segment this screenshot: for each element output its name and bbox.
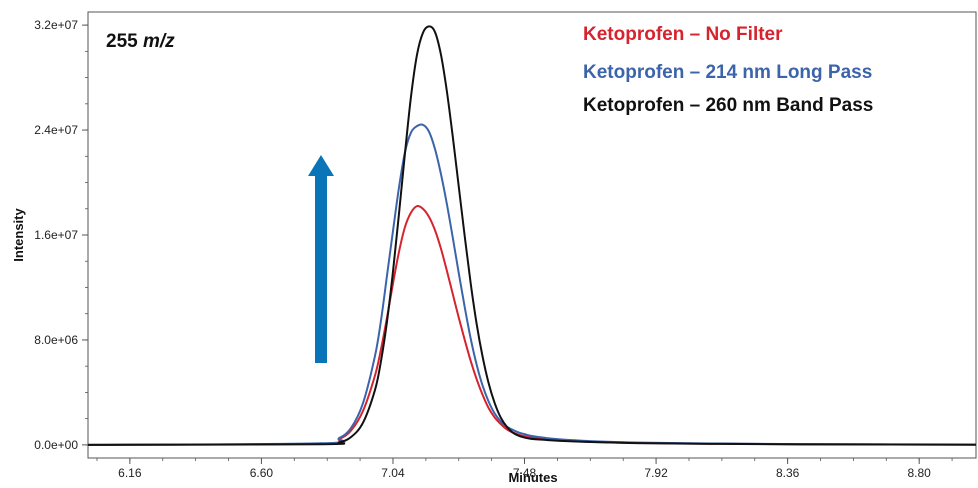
y-axis-title: Intensity bbox=[11, 208, 26, 262]
mz-value: 255 bbox=[106, 31, 138, 52]
x-tick-label: 8.80 bbox=[908, 466, 932, 480]
x-tick-label: 7.48 bbox=[513, 466, 537, 480]
y-axis-ticks: 0.0e+00 8.0e+06 1.6e+07 2.4e+07 3.2e+07 bbox=[34, 18, 88, 452]
legend: Ketoprofen – No Filter Ketoprofen – 214 … bbox=[583, 24, 873, 116]
series-line-214nm-long-pass bbox=[87, 123, 977, 446]
x-tick-label: 6.60 bbox=[250, 466, 274, 480]
y-tick-label: 0.0e+00 bbox=[34, 438, 78, 452]
y-tick-label: 3.2e+07 bbox=[34, 18, 78, 32]
legend-entry-no-filter: Ketoprofen – No Filter bbox=[583, 24, 783, 45]
mz-annotation: 255 m/z bbox=[106, 31, 175, 52]
series-line-no-filter bbox=[87, 204, 977, 446]
x-tick-label: 7.92 bbox=[644, 466, 668, 480]
minor-ticks bbox=[85, 24, 953, 461]
x-tick-label: 8.36 bbox=[776, 466, 800, 480]
y-tick-label: 1.6e+07 bbox=[34, 228, 78, 242]
y-tick-label: 8.0e+06 bbox=[34, 333, 78, 347]
increase-arrow-icon bbox=[308, 155, 334, 363]
x-axis-ticks: 6.16 6.60 7.04 7.48 7.92 8.36 8.80 bbox=[118, 458, 931, 480]
legend-entry-214nm-long-pass: Ketoprofen – 214 nm Long Pass bbox=[583, 62, 872, 83]
mz-unit: m/z bbox=[143, 31, 175, 52]
x-axis-title: Minutes bbox=[508, 470, 557, 485]
x-tick-label: 6.16 bbox=[118, 466, 142, 480]
x-tick-label: 7.04 bbox=[381, 466, 405, 480]
legend-entry-260nm-band-pass: Ketoprofen – 260 nm Band Pass bbox=[583, 95, 873, 116]
y-tick-label: 2.4e+07 bbox=[34, 123, 78, 137]
series-lines bbox=[87, 25, 977, 446]
series-line-260nm-band-pass bbox=[87, 25, 977, 446]
